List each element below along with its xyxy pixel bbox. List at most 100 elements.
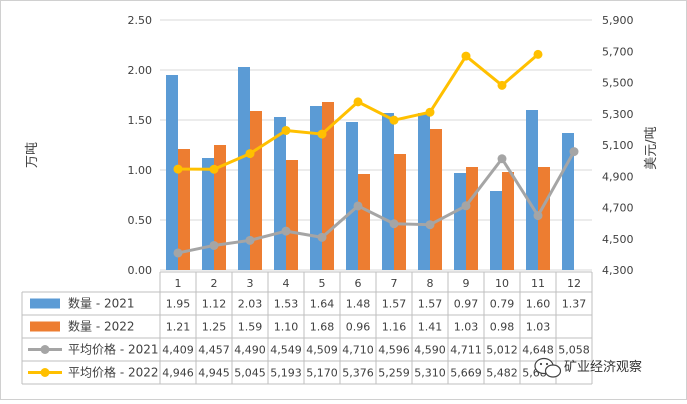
y-tick-label: 1.50	[128, 114, 153, 127]
legend-swatch	[30, 321, 60, 332]
legend-label: 平均价格 - 2021	[68, 342, 159, 357]
x-tick-label: 9	[463, 277, 470, 290]
line-point	[173, 248, 183, 258]
table-cell-value: 0.97	[454, 298, 479, 311]
line-point	[281, 226, 291, 236]
y-axis-title: 万吨	[25, 142, 40, 168]
line-point	[281, 125, 291, 135]
y2-tick-label: 4,900	[602, 170, 634, 183]
table-cell-value: 1.37	[562, 298, 587, 311]
bar	[358, 174, 370, 270]
table-cell-value: 5,482	[486, 367, 518, 380]
x-tick-label: 11	[531, 277, 545, 290]
table-cell-value: 5,193	[270, 367, 302, 380]
y2-tick-label: 5,900	[602, 14, 634, 27]
line-point	[173, 164, 183, 174]
watermark-text: 矿业经济观察	[564, 360, 642, 375]
table-cell-value: 4,946	[162, 367, 194, 380]
y-tick-label: 0.00	[128, 264, 153, 277]
x-tick-label: 12	[567, 277, 581, 290]
line-point	[245, 149, 255, 159]
x-tick-label: 6	[355, 277, 362, 290]
line-point	[209, 240, 219, 250]
line-point	[569, 147, 579, 157]
line-point	[353, 201, 363, 211]
table-cell-value: 1.48	[346, 298, 371, 311]
bar	[166, 75, 178, 270]
table-cell-value: 1.64	[310, 298, 335, 311]
table-cell-value: 1.41	[418, 321, 443, 334]
table-cell-value: 4,490	[234, 344, 266, 357]
table-cell-value: 1.57	[382, 298, 407, 311]
table-cell-value: 5,669	[450, 367, 482, 380]
line-point	[497, 154, 507, 164]
y-tick-label: 2.00	[128, 64, 153, 77]
line-point	[353, 97, 363, 107]
bar	[238, 67, 250, 270]
y2-tick-label: 5,100	[602, 139, 634, 152]
table-cell-value: 1.68	[310, 321, 335, 334]
table-cell-value: 5,310	[414, 367, 446, 380]
table-cell-value: 4,457	[198, 344, 230, 357]
x-tick-label: 10	[495, 277, 509, 290]
series-line	[177, 150, 576, 255]
table-cell-value: 1.25	[202, 321, 227, 334]
lines	[173, 49, 579, 258]
line-point	[533, 211, 543, 221]
x-tick-label: 1	[175, 277, 182, 290]
table-cell-value: 1.10	[274, 321, 299, 334]
line-point	[425, 220, 435, 230]
table-cell-value: 4,590	[414, 344, 446, 357]
y2-tick-label: 4,500	[602, 233, 634, 246]
y2-tick-label: 5,500	[602, 77, 634, 90]
table-cell-value: 1.03	[454, 321, 479, 334]
table-cell-value: 1.16	[382, 321, 407, 334]
legend-label: 平均价格 - 2022	[68, 365, 159, 380]
x-tick-label: 8	[427, 277, 434, 290]
bar	[430, 129, 442, 270]
line-point	[533, 49, 543, 59]
x-tick-label: 7	[391, 277, 398, 290]
table-cell-value: 1.12	[202, 298, 227, 311]
line-point	[317, 232, 327, 242]
x-tick-label: 4	[283, 277, 290, 290]
legend-marker	[40, 345, 50, 354]
table-cell-value: 4,596	[378, 344, 410, 357]
table-cell-value: 1.03	[526, 321, 551, 334]
bar	[178, 149, 190, 270]
bar	[418, 113, 430, 270]
bar	[466, 167, 478, 270]
table-cell-value: 0.96	[346, 321, 371, 334]
table-cell-value: 1.95	[166, 298, 191, 311]
bar	[250, 111, 262, 270]
y-tick-label: 0.50	[128, 214, 153, 227]
axes: 0.00 0.50 1.00 1.50 2.00 2.50 4,300 4,500 4,700 4…	[128, 14, 634, 277]
legend-label: 数量 - 2022	[68, 319, 135, 334]
table-cell-value: 5,170	[306, 367, 338, 380]
table-cell-value: 4,549	[270, 344, 302, 357]
line-point	[209, 164, 219, 174]
legend-swatch	[30, 298, 60, 309]
bar	[214, 145, 226, 270]
bar	[502, 172, 514, 270]
table-cell-value: 0.79	[490, 298, 515, 311]
line-point	[245, 235, 255, 245]
table-cell-value: 5,259	[378, 367, 410, 380]
table-cell-value: 4,711	[450, 344, 482, 357]
gridlines	[160, 19, 592, 271]
table-cell-value: 1.59	[238, 321, 263, 334]
table-cell-value: 5,045	[234, 367, 266, 380]
bar	[394, 154, 406, 270]
bar	[346, 122, 358, 270]
y2-tick-label: 4,700	[602, 202, 634, 215]
x-tick-label: 5	[319, 277, 326, 290]
line-point	[425, 107, 435, 117]
line-point	[389, 219, 399, 229]
line-point	[461, 51, 471, 61]
y2-axis-title: 美元/吨	[644, 126, 659, 169]
line-point	[497, 80, 507, 90]
y-tick-label: 1.00	[128, 164, 153, 177]
